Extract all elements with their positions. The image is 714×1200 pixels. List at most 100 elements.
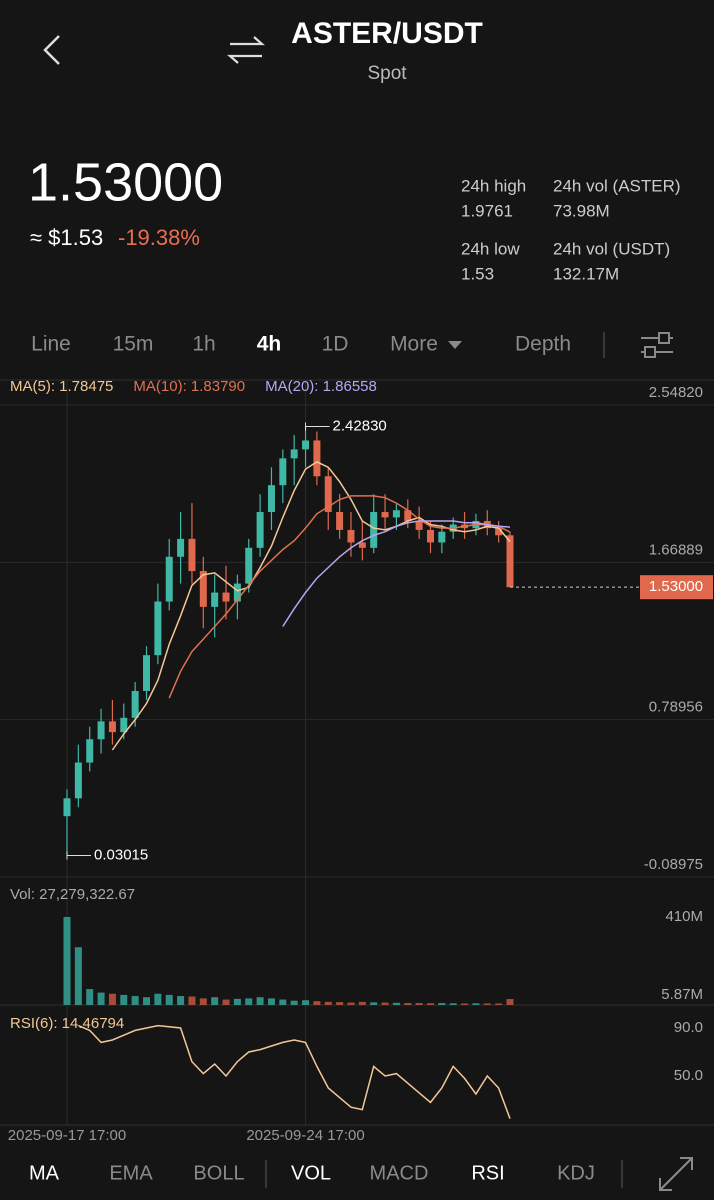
candle-body [279, 458, 287, 486]
rsi-title: RSI(6): 14.46794 [10, 1015, 124, 1032]
volume-bar [381, 1002, 389, 1005]
tab[interactable]: 1h [192, 333, 215, 356]
candle-body [256, 512, 264, 548]
candle-body [370, 512, 378, 548]
y-tick-label: 0.78956 [649, 699, 703, 716]
tab[interactable]: More [390, 333, 438, 356]
volume-bar [370, 1002, 378, 1005]
volume-bar [324, 1001, 332, 1005]
tab[interactable]: 4h [257, 333, 282, 356]
y-tick-label: 5.87M [661, 986, 703, 1003]
price-change: -19.38% [118, 225, 200, 250]
ma-line [111, 461, 511, 751]
settings-button[interactable] [641, 332, 673, 358]
volume-bar [86, 989, 94, 1005]
candle-body [438, 531, 446, 543]
candle-body [290, 449, 298, 459]
indicator-tab[interactable]: KDJ [557, 1162, 595, 1184]
market-type: Spot [367, 63, 407, 84]
volume-bar [347, 1002, 355, 1005]
volume-bar [506, 999, 514, 1005]
stat-value: 1.53 [461, 264, 494, 283]
candle-body [108, 721, 116, 733]
volume-bar [358, 1001, 366, 1005]
candle-body [336, 512, 344, 530]
tab[interactable]: Depth [515, 333, 571, 356]
volume-title: Vol: 27,279,322.67 [10, 886, 135, 903]
volume-bar [279, 999, 287, 1005]
ma-line [168, 495, 511, 699]
candle-body [324, 476, 332, 513]
swap-button[interactable] [227, 36, 265, 64]
y-tick-label: 1.66889 [649, 541, 703, 558]
stat-value: 1.9761 [461, 201, 513, 220]
candle-body [302, 440, 310, 450]
candle-body [63, 798, 71, 817]
x-tick-label: 2025-09-24 17:00 [246, 1127, 364, 1144]
tab[interactable]: 1D [322, 333, 349, 356]
volume-bar [120, 994, 128, 1005]
stat-label: 24h high [461, 176, 526, 195]
annotation-leader [66, 851, 91, 860]
volume-bar [302, 1000, 310, 1005]
indicator-tab[interactable]: BOLL [193, 1162, 244, 1184]
indicator-tab[interactable]: MA [29, 1162, 60, 1184]
chart-layer: Line 15m 1h 4h 1D More Depth MA EMA BOLL VOL MACD RS… [0, 333, 714, 1184]
candle-body [426, 529, 434, 543]
candle-body [154, 601, 162, 656]
volume-bar [74, 947, 82, 1005]
stat-value: 73.98M [553, 201, 610, 220]
last-price-label: 1.53000 [649, 578, 703, 595]
indicator-tab[interactable]: RSI [471, 1162, 504, 1184]
candle-body [392, 510, 400, 518]
volume-bar [495, 1003, 503, 1005]
indicator-tab[interactable]: EMA [109, 1162, 153, 1184]
candle-body [165, 556, 173, 602]
volume-bar [483, 1003, 491, 1005]
candle-body [381, 512, 389, 518]
tab[interactable]: Line [31, 333, 71, 356]
indicator-tab[interactable]: MACD [370, 1162, 429, 1184]
volume-bar [108, 993, 116, 1005]
volume-bar [63, 916, 71, 1005]
y-tick-label: 50.0 [674, 1067, 703, 1084]
x-tick-label: 2025-09-17 17:00 [8, 1127, 126, 1144]
volume-bar [131, 996, 139, 1005]
pair-title: ASTER/USDT [291, 17, 483, 50]
candle-body [86, 739, 94, 763]
ma-line [282, 520, 511, 627]
candle-body [120, 717, 128, 733]
candle-body [404, 510, 412, 521]
tab[interactable]: 15m [113, 333, 154, 356]
candle-body [245, 547, 253, 584]
back-button[interactable] [43, 35, 60, 65]
volume-bar [290, 1000, 298, 1005]
annotation-label: 0.03015 [94, 847, 148, 864]
volume-bar [233, 998, 241, 1005]
dropdown-caret [448, 341, 462, 349]
candle-body [211, 592, 219, 607]
stat-label: 24h vol (USDT) [553, 239, 670, 258]
y-tick-label: 2.54820 [649, 384, 703, 401]
candle-body [74, 762, 82, 799]
candle-body [495, 528, 503, 536]
volume-bar [472, 1003, 480, 1005]
volume-bar [404, 1003, 412, 1005]
indicator-tab[interactable]: VOL [291, 1162, 331, 1184]
volume-bar [267, 998, 275, 1005]
stat-label: 24h low [461, 239, 520, 258]
candle-body [358, 542, 366, 548]
volume-bar [449, 1003, 457, 1005]
volume-bar [245, 998, 253, 1005]
volume-bar [222, 999, 230, 1005]
fullscreen-button[interactable] [659, 1157, 693, 1191]
candle-body [347, 529, 355, 543]
usd-price: ≈ $1.53 [30, 225, 103, 250]
y-tick-label: 90.0 [674, 1019, 703, 1036]
candle-body [131, 690, 139, 718]
last-price: 1.53000 [28, 152, 223, 212]
candle-body [199, 571, 207, 607]
last-price-tag [640, 575, 713, 600]
